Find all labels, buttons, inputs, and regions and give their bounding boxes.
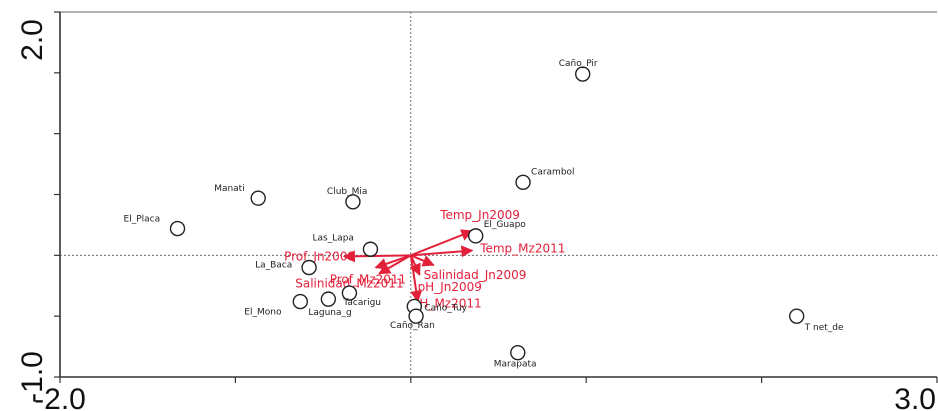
site-point (515, 174, 531, 191)
vector-arrow (409, 255, 423, 303)
site-label: Laguna_g (308, 308, 351, 318)
site-label: El_Placa (124, 215, 161, 225)
vector-arrow (342, 250, 411, 263)
site-label: Carambol (531, 167, 575, 177)
x-tick-label: -2.0 (34, 383, 86, 411)
site-label: El_Guapo (484, 220, 527, 230)
vector-label: pH_Mz2011 (412, 297, 482, 311)
site-point (788, 308, 805, 324)
vector-label: Temp_Jn2009 (439, 208, 520, 222)
environment-vectors: Temp_Jn2009 Temp_Mz2011 Prof_Jn2009 Prof_Mz… (284, 208, 565, 311)
site-label: T net_de (804, 323, 844, 333)
vector-label: pH_Jn2009 (418, 280, 482, 294)
tick-labels: -2.0 3.0 -1.0 2.0 (16, 19, 936, 411)
vector-label: Prof_Jn2009 (284, 250, 355, 264)
site-label: El_Mono (244, 308, 282, 318)
vector-label: Salinidad_Mz2011 (295, 277, 403, 291)
site-label: Club_Mia (327, 187, 367, 197)
site-label: Las_Lapa (312, 233, 353, 243)
site-point (574, 66, 591, 82)
site-point (467, 228, 484, 244)
site-point (320, 291, 337, 307)
vector-label: Prof_Mz2011 (330, 273, 406, 287)
y-tick-label: 2.0 (16, 19, 49, 61)
site-point (341, 285, 358, 301)
site-point (250, 190, 266, 206)
site-point (510, 344, 526, 361)
site-point (292, 293, 308, 310)
site-label: La_Baca (255, 261, 292, 271)
site-label: Caño_Ran (390, 321, 435, 331)
vector-arrow (378, 254, 412, 275)
site-point (408, 308, 424, 324)
site-label: Caño_Pir (559, 59, 598, 69)
site-label: Caño_Tuy (424, 303, 467, 313)
x-tick-label: 3.0 (894, 383, 936, 411)
vector-label: Salinidad_Jn2009 (424, 268, 527, 282)
vector-arrow (410, 254, 435, 267)
site-point (362, 241, 379, 257)
site-point (345, 194, 361, 210)
vector-label: Temp_Mz2011 (479, 241, 565, 255)
site-point (169, 220, 186, 237)
vector-arrow (410, 245, 474, 258)
site-points: Caño_Pir Carambol Manati Club_Mia El_Placa El… (124, 59, 845, 370)
site-label: Marapata (494, 360, 537, 370)
site-label: Manati (214, 184, 245, 194)
site-point (301, 259, 317, 276)
axis-ticks (54, 11, 938, 383)
y-tick-label: -1.0 (16, 351, 49, 403)
site-label: Tacarigu (342, 298, 381, 308)
vector-arrow (410, 229, 474, 257)
